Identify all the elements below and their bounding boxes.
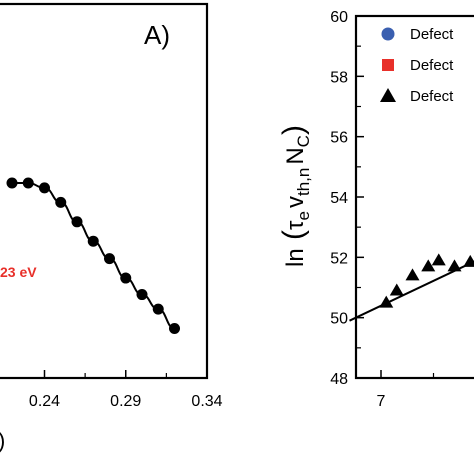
legend-marker-2 [380, 88, 396, 102]
panel-b-y-tick-4: 56 [330, 130, 348, 147]
ylabel-tau-sub: e [294, 211, 313, 220]
panel-a-x-tick-0: 0.24 [29, 393, 60, 410]
panel-a-point-8 [136, 289, 148, 301]
panel-b-y-ticks: 48 50 52 54 56 58 60 [330, 9, 364, 388]
panel-a-point-2 [39, 182, 50, 194]
panel-a-x-ticks: 0.24 0.29 0.34 [29, 370, 223, 410]
panel-a-label: A) [144, 20, 170, 50]
panel-a-frame [0, 2, 209, 380]
panel-b-y-tick-0: 48 [330, 371, 348, 388]
panel-b-series-2-point-6 [463, 254, 474, 267]
panel-a-point-5 [87, 235, 99, 247]
panel-b-y-tick-3: 54 [330, 190, 348, 207]
legend-entry-2: Defect [410, 88, 454, 105]
ylabel-n: N [282, 147, 309, 164]
panel-a-point-0 [6, 177, 18, 189]
panel-b-series-2-point-3 [421, 259, 436, 272]
legend-entry-0: Defect [410, 26, 454, 43]
panel-a-series [6, 177, 180, 334]
panel-b-ylabel: ln (τevth,n NC) [277, 125, 313, 267]
panel-b-series-2-point-5 [447, 259, 462, 272]
panel-b-series-2-point-1 [389, 283, 404, 296]
ylabel-v: v [282, 196, 309, 208]
panel-a-point-6 [104, 253, 115, 265]
ylabel-tau: τ [282, 220, 309, 230]
panel-b-series-2-point-2 [405, 268, 420, 281]
ylabel-paren-close: ) [277, 125, 310, 135]
panel-a-x-tick-2: 0.34 [191, 393, 222, 410]
panel-a-x-tick-1: 0.29 [110, 393, 141, 410]
panel-b-x-tick-0: 7 [377, 393, 386, 410]
ylabel-n-sub: C [294, 135, 313, 147]
panel-a-annotation: 23 eV [0, 264, 37, 280]
panel-a-point-7 [120, 272, 132, 284]
panel-b-series-2-point-0 [379, 295, 394, 308]
panel-b-legend: Defect Defect Defect [380, 26, 454, 105]
legend-entry-1: Defect [410, 57, 454, 74]
panel-a-point-9 [152, 303, 164, 315]
panel-a-point-3 [55, 196, 67, 208]
panel-b-y-tick-1: 50 [330, 311, 348, 328]
ylabel-v-sub: th,n [294, 168, 313, 196]
panel-b-series [379, 253, 474, 308]
panel-b-series-2-point-4 [431, 253, 446, 266]
panel-a-point-1 [22, 177, 34, 189]
panel-a-xlabel-fragment: ) [0, 428, 5, 453]
panel-b-x-ticks: 7 [377, 370, 435, 410]
legend-marker-1 [382, 59, 394, 71]
legend-marker-0 [381, 27, 395, 41]
panel-b-y-tick-2: 52 [330, 250, 348, 267]
chart-panel-a: A) 0.24 0.29 0.34 23 eV ) [0, 2, 223, 453]
panel-b-y-tick-6: 60 [330, 9, 348, 26]
panel-b-y-tick-5: 58 [330, 69, 348, 86]
ylabel-prefix: ln [282, 248, 309, 267]
panel-a-point-10 [169, 323, 180, 334]
panel-a-point-4 [71, 216, 83, 228]
ylabel-paren-open: ( [277, 230, 310, 248]
panel-a-curve [12, 182, 175, 330]
